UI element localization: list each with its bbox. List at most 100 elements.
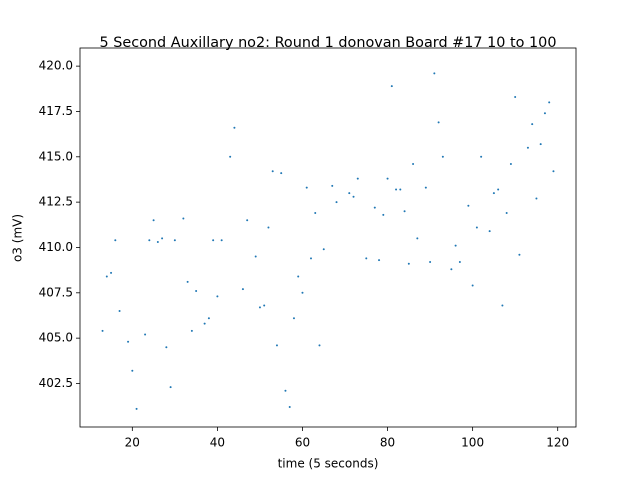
point (505, 212, 508, 215)
point (131, 369, 134, 372)
point (152, 219, 155, 222)
point (403, 210, 406, 213)
point (526, 146, 529, 149)
x-axis-label: time (5 seconds) (278, 457, 379, 471)
point (424, 186, 427, 189)
point (535, 197, 538, 200)
point (395, 188, 398, 191)
point (509, 163, 512, 166)
point (365, 257, 368, 260)
point (378, 259, 381, 262)
point (297, 275, 300, 278)
point (437, 121, 440, 124)
point (233, 126, 236, 129)
y-tick-label: 415.0 (39, 149, 73, 163)
point (101, 329, 104, 332)
point (514, 95, 517, 98)
point (148, 239, 151, 242)
point (497, 188, 500, 191)
point (475, 226, 478, 229)
point (241, 288, 244, 291)
point (352, 195, 355, 198)
point (246, 219, 249, 222)
y-tick-label: 410.0 (39, 240, 73, 254)
point (127, 340, 130, 343)
point (156, 241, 159, 244)
point (373, 206, 376, 209)
point (258, 306, 261, 309)
point (322, 248, 325, 251)
point (267, 226, 270, 229)
point (271, 170, 274, 173)
point (318, 344, 321, 347)
point (229, 155, 232, 158)
point (165, 346, 168, 349)
point (263, 304, 266, 307)
point (501, 304, 504, 307)
point (552, 170, 555, 173)
point (390, 85, 393, 88)
point (216, 295, 219, 298)
point (135, 407, 138, 410)
point (488, 230, 491, 233)
point (458, 260, 461, 263)
point (173, 239, 176, 242)
point (169, 386, 172, 389)
point (144, 333, 147, 336)
point (467, 204, 470, 207)
point (399, 188, 402, 191)
point (207, 317, 210, 320)
point (195, 289, 198, 292)
point (301, 291, 304, 294)
y-tick-label: 417.5 (39, 104, 73, 118)
point (190, 329, 193, 332)
point (161, 237, 164, 240)
point (471, 284, 474, 287)
point (288, 406, 291, 409)
y-tick-label: 412.5 (39, 195, 73, 209)
point (433, 72, 436, 75)
y-tick-label: 402.5 (39, 376, 73, 390)
point (531, 123, 534, 126)
point (292, 317, 295, 320)
point (182, 217, 185, 220)
point (480, 155, 483, 158)
point (441, 155, 444, 158)
point (331, 184, 334, 187)
point (220, 239, 223, 242)
point (548, 101, 551, 104)
y-tick-label: 407.5 (39, 285, 73, 299)
point (454, 244, 457, 247)
y-tick-label: 405.0 (39, 331, 73, 345)
x-tick-label: 120 (546, 436, 569, 450)
point (118, 309, 121, 312)
y-axis-label: o3 (mV) (11, 214, 25, 262)
point (407, 262, 410, 265)
point (275, 344, 278, 347)
point (356, 177, 359, 180)
point (186, 280, 189, 283)
point (212, 239, 215, 242)
point (203, 322, 206, 325)
point (105, 275, 108, 278)
point (543, 112, 546, 115)
chart-title: 5 Second Auxillary no2: Round 1 donovan … (100, 35, 557, 51)
point (539, 143, 542, 146)
point (518, 253, 521, 256)
x-tick-label: 40 (210, 436, 225, 450)
point (416, 237, 419, 240)
point (492, 192, 495, 195)
y-tick-label: 420.0 (39, 59, 73, 73)
point (305, 186, 308, 189)
plot-frame (79, 47, 577, 428)
point (254, 255, 257, 258)
point (382, 213, 385, 216)
x-tick-label: 60 (295, 436, 310, 450)
x-tick-label: 100 (461, 436, 484, 450)
point (335, 201, 338, 204)
point (309, 257, 312, 260)
x-tick-label: 20 (125, 436, 140, 450)
point (280, 172, 283, 175)
